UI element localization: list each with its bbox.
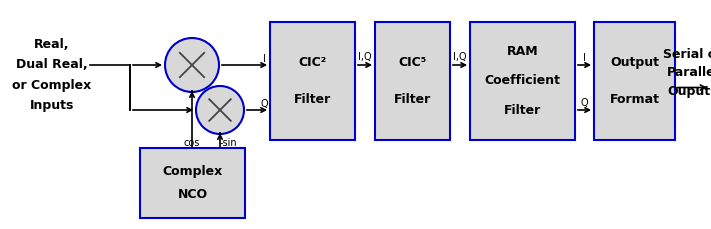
Text: -sin: -sin [220, 138, 237, 148]
Text: Inputs: Inputs [30, 98, 74, 112]
Text: cos: cos [184, 138, 201, 148]
Text: Real,: Real, [34, 38, 70, 52]
Text: Q: Q [260, 99, 268, 109]
Text: Output: Output [610, 56, 659, 69]
Text: Filter: Filter [394, 93, 431, 106]
Text: NCO: NCO [178, 188, 208, 201]
Text: CIC²: CIC² [299, 56, 326, 69]
Text: Filter: Filter [294, 93, 331, 106]
Text: Complex: Complex [162, 165, 223, 178]
Bar [270, 22, 355, 140]
Text: Dual Real,: Dual Real, [16, 58, 88, 71]
Text: I: I [262, 54, 265, 64]
Bar [470, 22, 575, 140]
Text: or Complex: or Complex [12, 79, 92, 92]
Text: Serial or: Serial or [663, 49, 711, 62]
Bar [594, 22, 675, 140]
Bar [375, 22, 450, 140]
Text: CIC⁵: CIC⁵ [398, 56, 427, 69]
Text: Ouputs: Ouputs [668, 85, 711, 98]
Text: Q: Q [581, 98, 588, 108]
Text: Filter: Filter [504, 104, 541, 117]
Text: RAM: RAM [507, 45, 538, 58]
Text: Parallel: Parallel [667, 66, 711, 79]
Circle shape [196, 86, 244, 134]
Text: I: I [583, 53, 586, 63]
Circle shape [165, 38, 219, 92]
Text: Coefficient: Coefficient [484, 74, 560, 87]
Text: I,Q: I,Q [358, 52, 372, 62]
Bar [140, 148, 245, 218]
Text: Format: Format [609, 93, 660, 106]
Text: I,Q: I,Q [453, 52, 467, 62]
